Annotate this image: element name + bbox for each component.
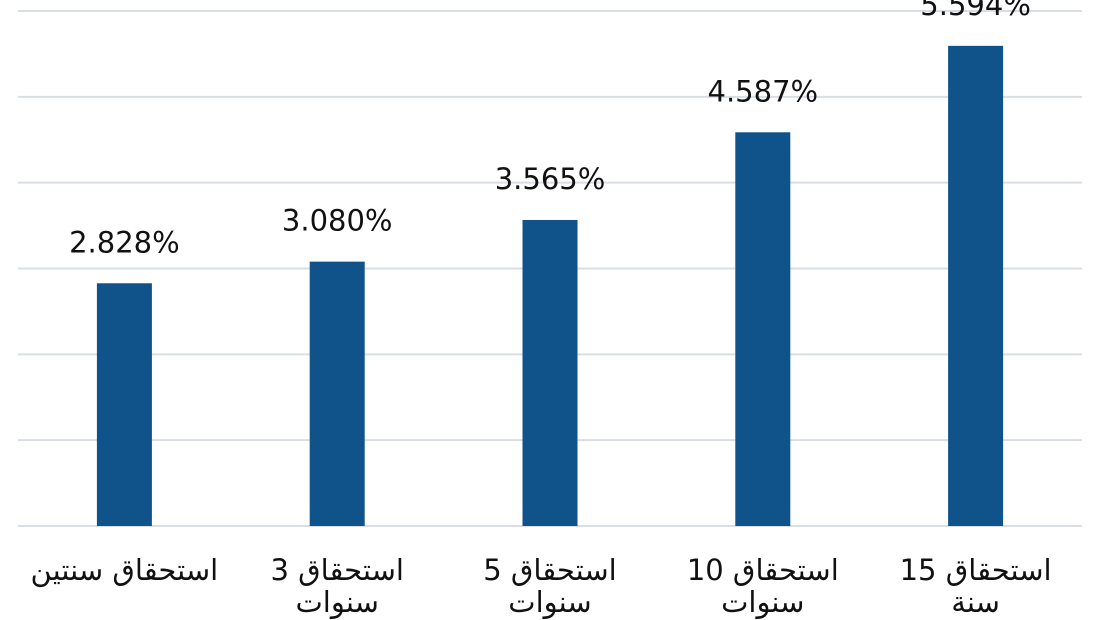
bar-value-label: 2.828% bbox=[69, 225, 180, 259]
category-label: استحقاق 10 سنوات bbox=[687, 553, 839, 619]
category-label: استحقاق سنتين bbox=[31, 553, 219, 587]
bar-value-label: 3.080% bbox=[282, 204, 393, 238]
bar-value-label: 4.587% bbox=[708, 74, 819, 108]
bar-value-label: 3.565% bbox=[495, 162, 606, 196]
category-label-line: استحقاق 10 bbox=[687, 553, 839, 587]
category-label-line: سنوات bbox=[721, 585, 804, 619]
bar bbox=[309, 261, 365, 526]
bars bbox=[96, 45, 1004, 527]
category-label-line: سنة bbox=[951, 585, 1000, 619]
bar bbox=[96, 283, 152, 526]
category-label-line: استحقاق 5 bbox=[483, 553, 617, 587]
bar-value-label: 5.594% bbox=[920, 0, 1031, 22]
category-label-line: سنوات bbox=[296, 585, 379, 619]
bar bbox=[948, 45, 1004, 527]
category-label-line: استحقاق سنتين bbox=[31, 553, 219, 587]
category-label: استحقاق 3 سنوات bbox=[270, 553, 404, 619]
category-label: استحقاق 5 سنوات bbox=[483, 553, 617, 619]
category-label-line: استحقاق 3 bbox=[270, 553, 404, 587]
category-label-line: استحقاق 15 bbox=[900, 553, 1052, 587]
bar bbox=[522, 220, 578, 527]
category-label: استحقاق 15 سنة bbox=[900, 553, 1052, 619]
bar bbox=[735, 132, 791, 526]
bar-value-labels: 2.828% 3.080% 3.565% 4.587% 5.594% bbox=[69, 0, 1031, 259]
category-label-line: سنوات bbox=[508, 585, 591, 619]
